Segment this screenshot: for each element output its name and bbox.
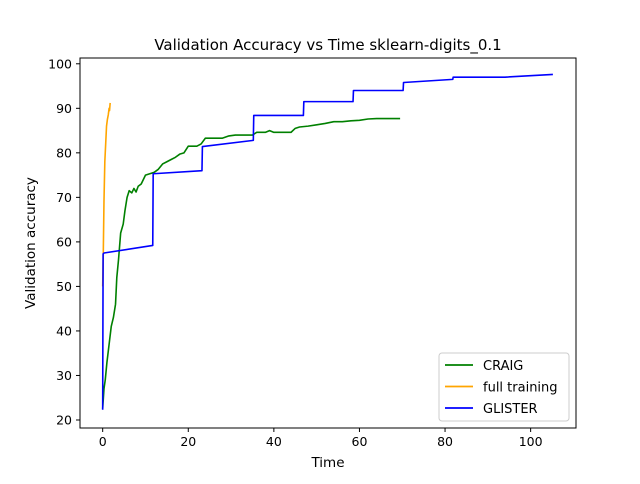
series-line-2 — [101, 73, 553, 410]
legend-label: GLISTER — [483, 402, 538, 417]
legend-box — [438, 352, 570, 422]
y-tick-label: 100 — [48, 56, 72, 71]
y-tick-label: 90 — [56, 101, 72, 116]
chart-title: Validation Accuracy vs Time sklearn-digi… — [154, 36, 501, 55]
plot-frame — [79, 57, 577, 429]
y-tick-label: 40 — [56, 323, 72, 338]
x-tick-label: 80 — [437, 434, 453, 449]
x-tick-label: 0 — [99, 434, 107, 449]
x-axis-label: Time — [310, 455, 344, 471]
legend-label: full training — [483, 381, 558, 396]
y-axis-ticks: 20 30 40 50 60 70 80 90 100 — [48, 56, 80, 427]
x-axis-ticks: 0 20 40 60 80 100 — [99, 428, 543, 449]
y-tick-label: 60 — [56, 234, 72, 249]
y-tick-label: 70 — [56, 190, 72, 205]
y-tick-label: 80 — [56, 145, 72, 160]
x-tick-label: 60 — [352, 434, 368, 449]
y-tick-label: 50 — [56, 279, 72, 294]
plot-series-group — [101, 73, 553, 410]
x-tick-label: 20 — [180, 434, 196, 449]
series-line-1 — [101, 102, 111, 287]
legend: CRAIG full training GLISTER — [438, 352, 570, 422]
x-tick-label: 40 — [266, 434, 282, 449]
y-tick-label: 30 — [56, 368, 72, 383]
y-axis-label: Validation accuracy — [23, 177, 39, 309]
legend-label: CRAIG — [483, 359, 523, 374]
y-tick-label: 20 — [56, 412, 72, 427]
x-tick-label: 100 — [519, 434, 543, 449]
series-line-0 — [101, 117, 401, 409]
